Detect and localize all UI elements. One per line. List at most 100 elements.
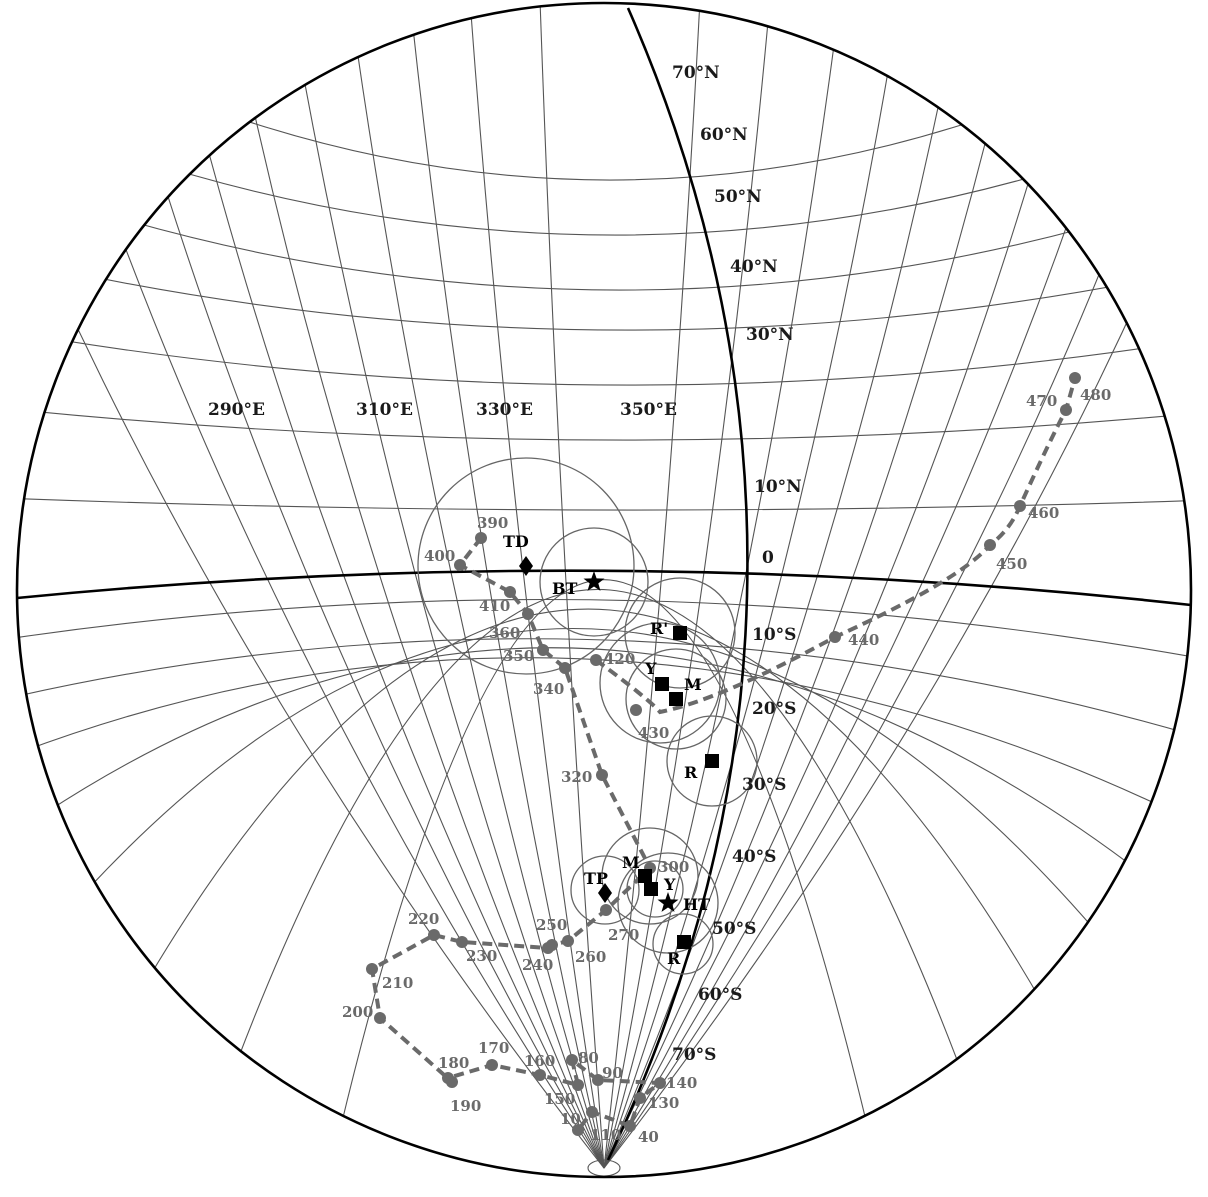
apwp-point-label: 460	[1028, 504, 1059, 522]
confidence-circle-y-1	[599, 622, 721, 744]
apwp-point-label: 240	[522, 956, 553, 974]
paleopoles: TD BT R' Y M R M TP Y HT R	[503, 532, 719, 968]
confidence-circle-r-1	[666, 715, 758, 807]
apwp-point-label: 180	[438, 1054, 469, 1072]
apwp-point	[442, 1072, 454, 1084]
apwp-point	[456, 936, 468, 948]
apwp-point	[486, 1059, 498, 1071]
longitude-label: 330°E	[476, 400, 533, 420]
central-meridian-line	[606, 7, 749, 1161]
apwp-point-label: 250	[536, 916, 567, 934]
latitude-label: 50°N	[714, 187, 762, 207]
latitude-label: 30°S	[742, 775, 786, 795]
pole-marker	[638, 869, 652, 883]
apwp-point	[475, 532, 487, 544]
longitude-line	[409, 3, 605, 1169]
longitude-line	[603, 3, 701, 1169]
latitude-label: 40°N	[730, 257, 778, 277]
longitude-line	[603, 3, 1141, 1169]
pole-marker	[583, 571, 605, 591]
apwp-point-label: 210	[382, 974, 413, 992]
apwp-point	[572, 1124, 584, 1136]
pole-marker	[519, 556, 533, 576]
apwp-point	[534, 1069, 546, 1081]
apwp-point	[1014, 500, 1026, 512]
latitude-label: 60°S	[698, 985, 742, 1005]
apwp-point-label: 40	[638, 1128, 659, 1146]
apwp-point-label: 390	[477, 514, 508, 532]
apwp-point-label: 340	[533, 680, 564, 698]
apwp-point-label: 140	[666, 1074, 697, 1092]
longitude-line	[603, 3, 961, 1169]
apwp-point-label: 260	[575, 948, 606, 966]
apwp-point-label: 110	[590, 1126, 621, 1144]
apwp-point-label: 350	[503, 647, 534, 665]
confidence-circle-r-2	[652, 913, 714, 975]
apwp-path-2: 420 430 440 450 460 470 480	[590, 372, 1111, 742]
latitude-line	[17, 184, 1191, 291]
longitude-label: 350°E	[620, 400, 677, 420]
apwp-point	[630, 704, 642, 716]
pole-label: Y	[644, 659, 657, 678]
latitude-label: 50°S	[712, 919, 756, 939]
longitude-line	[169, 3, 605, 1169]
confidence-circle-m-1	[625, 648, 727, 750]
latitude-label: 60°N	[700, 125, 748, 145]
latitude-line	[29, 119, 1181, 236]
apwp-point-label: 410	[479, 597, 510, 615]
latitude-label: 70°N	[672, 63, 720, 83]
apwp-point-label: 420	[604, 650, 635, 668]
longitude-line	[229, 3, 605, 1169]
longitude-labels: 290°E 310°E 330°E 350°E	[208, 400, 677, 420]
longitude-label: 310°E	[356, 400, 413, 420]
latitude-label: 10°S	[752, 625, 796, 645]
apwp-point	[542, 942, 554, 954]
latitude-label: 10°N	[754, 477, 802, 497]
apwp-point	[590, 654, 602, 666]
apwp-point	[984, 539, 996, 551]
pole-marker	[598, 883, 612, 903]
apwp-point-label: 190	[450, 1097, 481, 1115]
pole-label: BT	[552, 579, 578, 598]
apwp-point	[374, 1012, 386, 1024]
apwp-point	[522, 608, 534, 620]
apwp-point-label: 470	[1026, 392, 1057, 410]
apwp-point-label: 150	[544, 1090, 575, 1108]
confidence-circle-m-2	[601, 827, 699, 925]
longitude-line	[603, 3, 841, 1169]
apwp-point-label: 430	[638, 724, 669, 742]
longitude-line	[349, 3, 605, 1169]
apwp-point	[624, 1120, 636, 1132]
equator-line	[16, 569, 1192, 607]
globe-outline	[15, 1, 1193, 1179]
confidence-circle-r-prime-1	[624, 577, 736, 689]
apwp-point-label: 360	[489, 624, 520, 642]
apwp-point	[428, 929, 440, 941]
longitude-line	[603, 3, 1021, 1169]
longitude-line	[539, 3, 605, 1169]
apwp-point-label: 160	[524, 1052, 555, 1070]
apwp-point-label: 450	[996, 555, 1027, 573]
longitude-line	[603, 3, 771, 1169]
apwp-point-label: 220	[408, 910, 439, 928]
pole-marker	[655, 677, 669, 691]
apwp-point	[634, 1092, 646, 1104]
latitude-line	[17, 329, 1191, 386]
apwp-point	[1060, 404, 1072, 416]
apwp-point	[566, 1054, 578, 1066]
confidence-circle-td	[417, 457, 635, 675]
latitude-line	[129, 608, 1091, 1091]
longitude-line	[17, 3, 605, 1169]
longitude-line	[603, 3, 1191, 1169]
apwp-point-label: 230	[466, 947, 497, 965]
latitude-label: 30°N	[746, 325, 794, 345]
apwp-point-label: 200	[342, 1003, 373, 1021]
apwp-point	[600, 904, 612, 916]
latitude-label: 70°S	[672, 1045, 716, 1065]
apwp-point	[1069, 372, 1081, 384]
latitude-line	[49, 39, 1161, 181]
pole-label: R	[684, 763, 698, 782]
